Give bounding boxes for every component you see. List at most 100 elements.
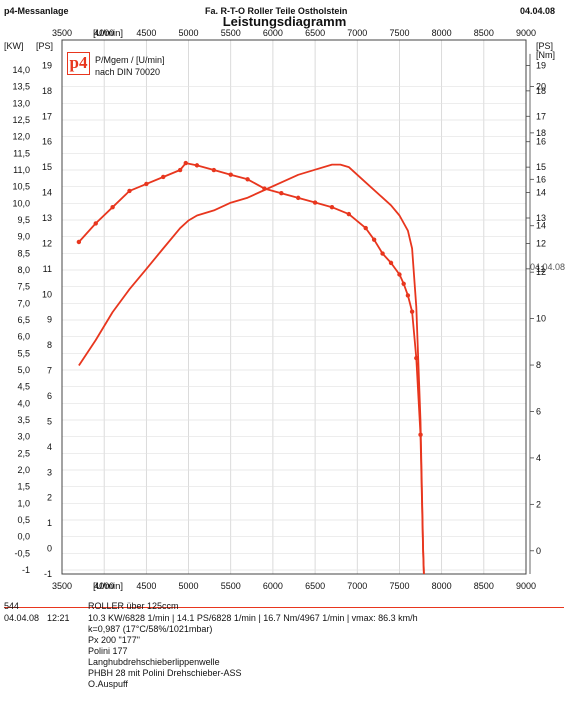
info-line: O.Auspuff [88, 679, 128, 690]
ps-tick-label-left: 9 [47, 315, 52, 325]
kw-tick-label: 1,0 [17, 498, 30, 508]
torque-data-point [262, 186, 266, 190]
x-tick-label-top: 7000 [347, 28, 367, 38]
nm-tick-label: 14 [536, 221, 546, 231]
x-tick-label-top: 8000 [432, 28, 452, 38]
torque-data-point [245, 177, 249, 181]
kw-tick-label: 11,0 [13, 165, 30, 175]
kw-tick-label: 5,5 [17, 348, 30, 358]
x-tick-label-top: 5000 [179, 28, 199, 38]
info-line: ROLLER über 125ccm [88, 601, 179, 612]
ps-tick-label-left: 5 [47, 416, 52, 426]
ps-tick-label-right: 12 [536, 238, 546, 248]
nm-tick-label: 18 [536, 128, 546, 138]
nm-tick-label: 10 [536, 314, 546, 324]
ps-tick-label-left: 18 [42, 86, 52, 96]
nm-tick-label: 0 [536, 546, 541, 556]
ps-tick-label-left: 4 [47, 442, 52, 452]
ps-tick-label-left: 14 [42, 188, 52, 198]
x-tick-label-top: 3500 [52, 28, 72, 38]
kw-tick-label: 13,5 [12, 82, 30, 92]
ps-tick-label-left: 15 [42, 162, 52, 172]
run-date: 04.04.08 [4, 613, 39, 624]
torque-data-point [178, 168, 182, 172]
torque-data-point [418, 432, 422, 436]
info-line: Px 200 "177" [88, 635, 140, 646]
x-tick-label-top: 8500 [474, 28, 494, 38]
ps-tick-label-right: 14 [536, 188, 546, 198]
ps-tick-label-right: 17 [536, 111, 546, 121]
ps-tick-label-left: 11 [43, 264, 52, 274]
x-tick-label-bottom: 4500 [136, 581, 156, 591]
x-tick-label-top: 4500 [136, 28, 156, 38]
ps-tick-label-left: 10 [42, 289, 52, 299]
kw-tick-label: 10,0 [12, 198, 30, 208]
kw-tick-label: -1 [22, 565, 30, 575]
kw-tick-label: 11,5 [13, 148, 30, 158]
kw-tick-label: 4,0 [17, 398, 30, 408]
torque-data-point [380, 251, 384, 255]
ps-tick-label-right: 16 [536, 137, 546, 147]
power-curve [79, 165, 424, 574]
ps-tick-label-left: 0 [47, 544, 52, 554]
x-tick-label-top: 6000 [263, 28, 283, 38]
x-tick-label-top: 7500 [389, 28, 409, 38]
ps-tick-label-left: 1 [47, 518, 52, 528]
kw-tick-label: 4,5 [17, 382, 30, 392]
ps-tick-label-left: 8 [47, 340, 52, 350]
ps-tick-label-left: 13 [42, 213, 52, 223]
p4-logo-icon: p4 [67, 52, 90, 75]
x-tick-label-bottom: 8500 [474, 581, 494, 591]
axes: 3500350040004000450045005000500055005500… [4, 28, 555, 592]
nm-tick-label: 6 [536, 406, 541, 416]
kw-tick-label: 8,0 [17, 265, 30, 275]
torque-data-point [414, 356, 418, 360]
kw-tick-label: 12,0 [12, 132, 30, 142]
kw-tick-label: 13,0 [12, 98, 30, 108]
torque-data-point [184, 161, 188, 165]
nm-tick-label: 12 [536, 267, 546, 277]
ps-tick-label-left: 16 [42, 137, 52, 147]
ps-tick-label-left: 17 [42, 111, 52, 121]
torque-data-point [401, 282, 405, 286]
x-tick-label-bottom: 6000 [263, 581, 283, 591]
info-line: Langhubdrehschieberlippenwelle [88, 657, 220, 668]
torque-data-point [229, 172, 233, 176]
kw-unit-label: [KW] [4, 41, 24, 51]
kw-tick-label: 10,5 [12, 182, 30, 192]
info-line: PHBH 28 mit Polini Drehschieber-ASS [88, 668, 242, 679]
x-tick-label-bottom: 5500 [221, 581, 241, 591]
x-unit-label-bottom: [U/min] [93, 581, 123, 592]
kw-tick-label: 7,5 [17, 282, 30, 292]
x-tick-label-top: 5500 [221, 28, 241, 38]
kw-tick-label: 0,5 [17, 515, 30, 525]
ps-tick-label-left: 2 [47, 493, 52, 503]
torque-data-point [410, 309, 414, 313]
info-line: 10.3 KW/6828 1/min | 14.1 PS/6828 1/min … [88, 613, 418, 624]
torque-data-point [330, 205, 334, 209]
torque-data-point [77, 240, 81, 244]
kw-tick-label: 7,0 [17, 298, 30, 308]
torque-data-point [406, 293, 410, 297]
kw-tick-label: 3,0 [17, 432, 30, 442]
nm-tick-label: 8 [536, 360, 541, 370]
torque-data-point [110, 205, 114, 209]
legend-line1: P/Mgem / [U/min] [95, 55, 165, 65]
x-tick-label-top: 9000 [516, 28, 536, 38]
x-tick-label-bottom: 7500 [389, 581, 409, 591]
x-unit-label-top: [U/min] [93, 28, 123, 39]
nm-tick-label: 4 [536, 453, 541, 463]
ps-tick-label-left: 3 [47, 467, 52, 477]
kw-tick-label: 0,0 [17, 532, 30, 542]
x-tick-label-bottom: 9000 [516, 581, 536, 591]
torque-data-point [372, 237, 376, 241]
torque-data-point [127, 189, 131, 193]
run-number: 544 [4, 601, 19, 612]
kw-tick-label: 6,5 [17, 315, 30, 325]
kw-tick-label: 2,0 [17, 465, 30, 475]
kw-tick-label: 2,5 [17, 448, 30, 458]
kw-tick-label: 1,5 [17, 482, 30, 492]
ps-tick-label-left: 19 [42, 60, 52, 70]
dyno-chart: 3500350040004000450045005000500055005500… [0, 0, 569, 600]
ps-tick-label-left: -1 [44, 569, 52, 579]
